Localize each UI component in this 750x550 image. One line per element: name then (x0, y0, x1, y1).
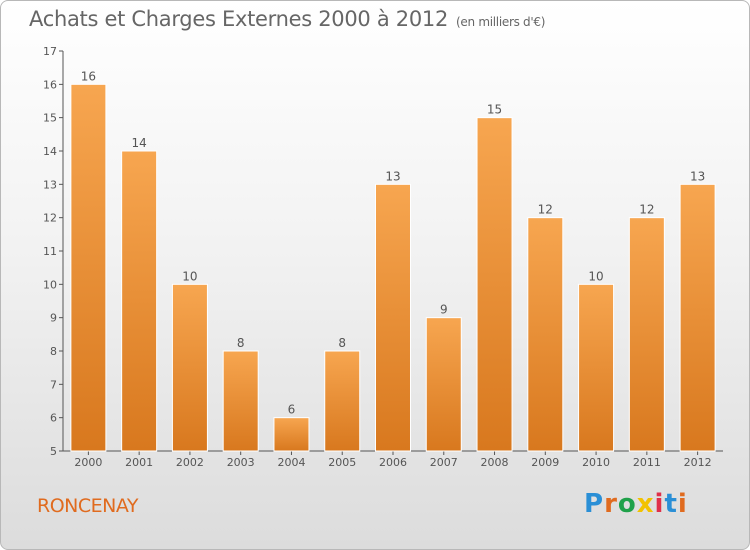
data-label: 10 (182, 269, 197, 283)
y-tick-label: 6 (50, 412, 57, 425)
data-label: 13 (385, 169, 400, 183)
y-tick-label: 9 (50, 312, 57, 325)
data-label: 9 (440, 303, 448, 317)
data-label: 16 (81, 69, 96, 83)
x-tick-label: 2011 (633, 456, 661, 469)
chart-title-row: Achats et Charges Externes 2000 à 2012 (e… (29, 7, 545, 31)
x-tick-label: 2001 (125, 456, 153, 469)
bar-2011 (628, 217, 665, 452)
bar-2003 (222, 350, 259, 452)
bar-2005 (324, 350, 361, 452)
proxiti-logo: Proxiti (584, 489, 688, 519)
y-tick-label: 11 (43, 245, 57, 258)
y-tick-label: 15 (43, 112, 57, 125)
y-tick-label: 10 (43, 278, 57, 291)
x-tick-label: 2000 (74, 456, 102, 469)
x-tick-label: 2008 (481, 456, 509, 469)
x-tick-label: 2004 (277, 456, 305, 469)
data-label: 14 (132, 136, 147, 150)
bar-2007 (425, 317, 462, 452)
bar-2012 (679, 183, 716, 452)
x-tick-label: 2012 (684, 456, 712, 469)
bar-2006 (375, 183, 411, 452)
x-tick-label: 2003 (227, 456, 255, 469)
data-label: 8 (237, 336, 245, 350)
logo-letter: x (636, 489, 655, 519)
x-tick-label: 2007 (430, 456, 458, 469)
x-tick-label: 2010 (582, 456, 610, 469)
y-tick-label: 12 (43, 212, 57, 225)
y-tick-label: 17 (43, 45, 57, 58)
y-tick-label: 8 (50, 345, 57, 358)
commune-name: RONCENAY (37, 495, 138, 517)
x-tick-label: 2009 (531, 456, 559, 469)
data-label: 12 (538, 203, 553, 217)
logo-letter: r (604, 489, 618, 519)
logo-letter: i (654, 489, 665, 519)
logo-letter: P (584, 489, 605, 519)
x-tick-label: 2005 (328, 456, 356, 469)
data-label: 8 (338, 336, 346, 350)
bar-2000 (70, 83, 107, 452)
bar-2010 (578, 283, 615, 452)
logo-letter: t (664, 489, 678, 519)
y-tick-label: 7 (50, 378, 57, 391)
data-label: 10 (588, 269, 603, 283)
bar-2008 (476, 117, 513, 452)
y-tick-label: 14 (43, 145, 57, 158)
chart-labels: 2000 16 2001 14 2002 10 2003 8 2004 6 2005 8 2006 13 2… (74, 69, 711, 469)
x-tick-label: 2006 (379, 456, 407, 469)
chart-bars (70, 83, 716, 452)
logo-letter: i (677, 489, 688, 519)
y-tick-label: 13 (43, 178, 57, 191)
bar-2002 (171, 283, 208, 452)
y-tick-label: 5 (50, 445, 57, 458)
chart-unit: (en milliers d'€) (456, 15, 546, 29)
bar-2001 (121, 150, 158, 452)
data-label: 12 (639, 203, 654, 217)
data-label: 6 (288, 403, 296, 417)
bar-2009 (527, 217, 564, 452)
bar-2004 (273, 417, 310, 452)
chart-title: Achats et Charges Externes 2000 à 2012 (29, 7, 449, 31)
y-tick-label: 16 (43, 78, 57, 91)
data-label: 15 (487, 103, 502, 117)
logo-letter: o (617, 489, 637, 519)
x-tick-label: 2002 (176, 456, 204, 469)
data-label: 13 (690, 169, 705, 183)
